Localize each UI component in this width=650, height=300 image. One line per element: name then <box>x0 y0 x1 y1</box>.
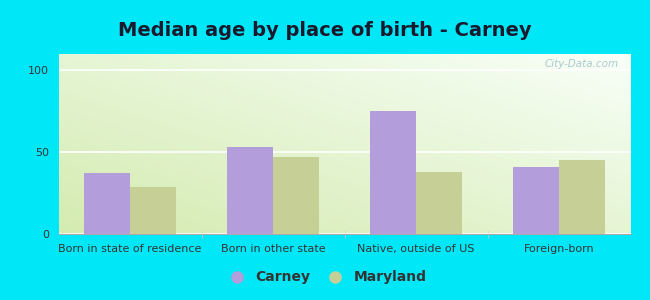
Bar <box>273 157 318 234</box>
Bar <box>370 111 416 234</box>
Bar <box>514 167 559 234</box>
Bar <box>130 187 176 234</box>
Text: City-Data.com: City-Data.com <box>545 59 619 69</box>
Legend: Carney, Maryland: Carney, Maryland <box>218 265 432 290</box>
Text: Median age by place of birth - Carney: Median age by place of birth - Carney <box>118 21 532 40</box>
Bar <box>84 173 130 234</box>
Bar <box>416 172 462 234</box>
Bar <box>227 147 273 234</box>
Bar <box>559 160 604 234</box>
